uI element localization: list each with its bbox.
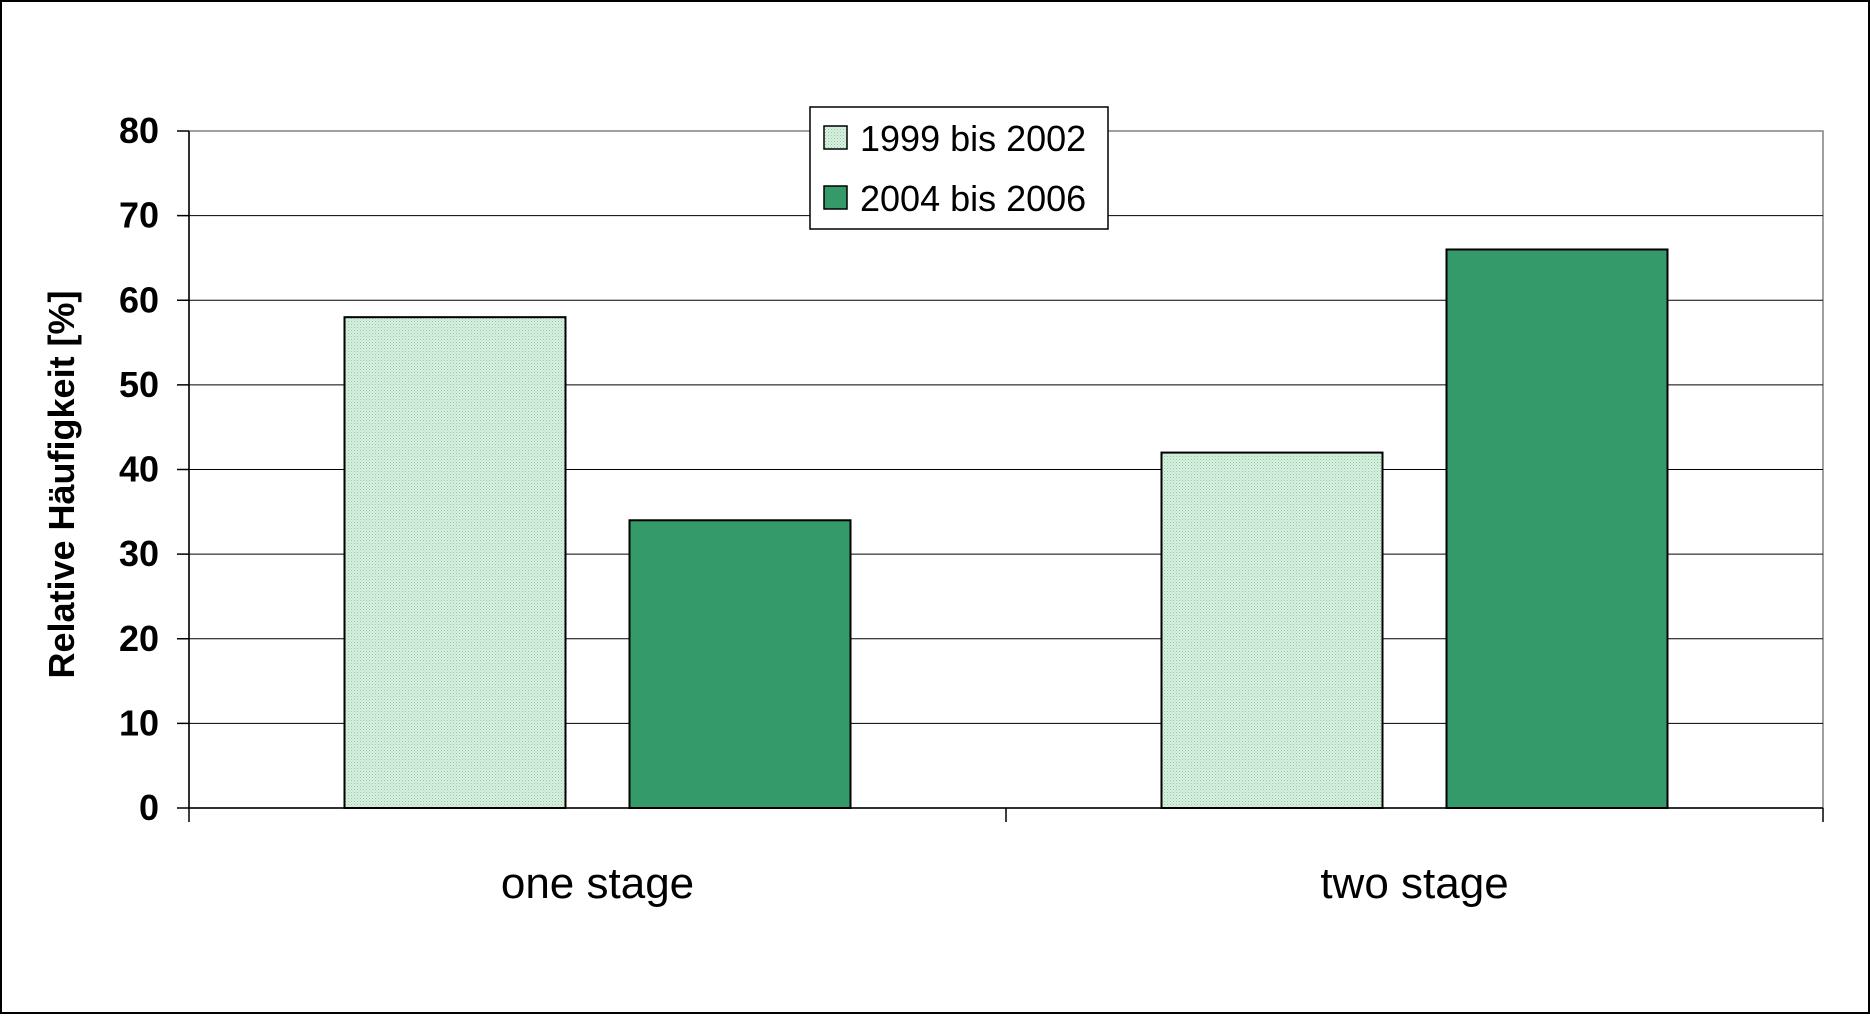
bar <box>1160 451 1384 809</box>
y-tick-label: 0 <box>139 787 159 828</box>
y-axis-label: Relative Häufigkeit [%] <box>41 290 82 678</box>
x-tick-label: one stage <box>501 859 694 908</box>
y-tick-label: 70 <box>119 195 159 236</box>
y-tick-label: 50 <box>119 364 159 405</box>
y-tick-label: 60 <box>119 279 159 320</box>
legend-label: 2004 bis 2006 <box>860 178 1086 219</box>
legend-label: 1999 bis 2002 <box>860 118 1086 159</box>
y-tick-label: 30 <box>119 533 159 574</box>
y-tick-label: 10 <box>119 702 159 743</box>
legend-swatch <box>823 185 848 210</box>
bar <box>343 316 567 809</box>
bar <box>628 519 852 810</box>
y-tick-label: 80 <box>119 110 159 151</box>
bar <box>1445 248 1669 810</box>
y-tick-label: 40 <box>119 449 159 490</box>
x-tick-label: two stage <box>1320 859 1508 908</box>
y-tick-label: 20 <box>119 618 159 659</box>
legend-box <box>809 106 1109 230</box>
legend-swatch <box>823 125 848 150</box>
